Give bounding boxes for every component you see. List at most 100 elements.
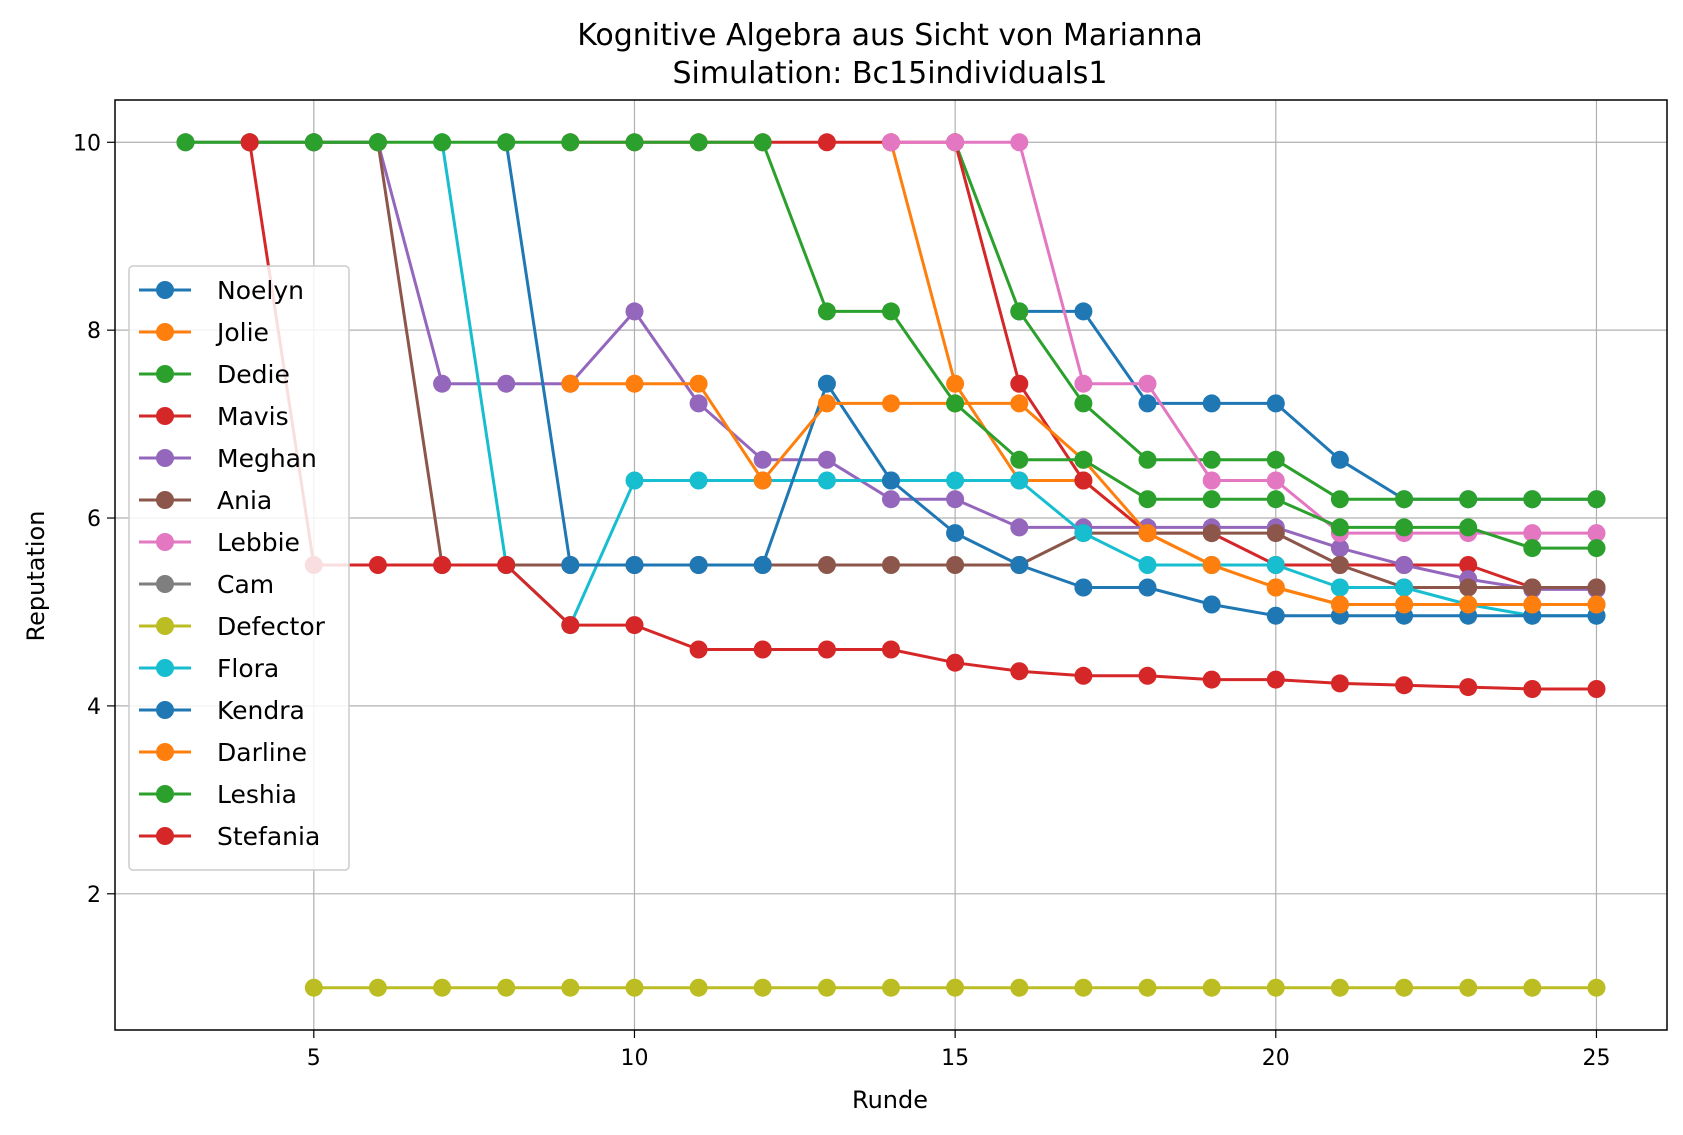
data-point-kendra: [817, 374, 836, 393]
data-point-meghan: [1010, 518, 1029, 537]
data-point-dedie: [1010, 302, 1029, 321]
data-point-ania: [1330, 556, 1349, 574]
data-point-kendra: [1074, 578, 1093, 597]
series-line-noelyn: [1019, 309, 1597, 501]
series-line-darline: [570, 382, 1597, 606]
data-point-defector: [1523, 978, 1542, 997]
series-stefania: [240, 133, 1606, 698]
series-line-stefania: [248, 142, 1597, 691]
data-point-darline: [1587, 595, 1606, 614]
data-point-defector: [1459, 978, 1478, 997]
data-point-flora: [817, 471, 836, 490]
data-point-darline: [1523, 595, 1542, 614]
legend-swatch-marker: [156, 281, 174, 299]
x-tick-label: 5: [307, 1046, 321, 1071]
legend-item-jolie: Jolie: [139, 318, 269, 347]
legend-label: Jolie: [215, 318, 269, 347]
data-point-stefania: [625, 616, 644, 635]
data-point-flora: [946, 471, 965, 490]
data-point-mavis: [1459, 556, 1478, 574]
legend-label: Kendra: [217, 696, 305, 725]
data-point-stefania: [689, 640, 708, 659]
data-point-defector: [753, 978, 772, 997]
data-point-defector: [817, 978, 836, 997]
data-point-lebbie: [1010, 133, 1029, 152]
data-point-defector: [433, 978, 452, 997]
data-point-leshia: [433, 133, 452, 152]
data-point-defector: [561, 978, 580, 997]
data-point-stefania: [1202, 670, 1221, 689]
y-tick-label: 4: [87, 695, 101, 720]
legend-item-leshia: Leshia: [139, 780, 297, 809]
data-point-lebbie: [1523, 524, 1542, 543]
data-point-meghan: [1395, 556, 1414, 574]
data-point-stefania: [240, 133, 259, 152]
data-point-kendra: [561, 556, 580, 574]
data-point-leshia: [689, 133, 708, 152]
data-point-noelyn: [1266, 394, 1285, 413]
legend-item-meghan: Meghan: [139, 444, 317, 473]
data-point-noelyn: [1202, 394, 1221, 413]
data-point-lebbie: [882, 133, 900, 152]
data-point-defector: [1395, 978, 1414, 997]
data-point-meghan: [497, 374, 516, 393]
data-point-kendra: [1202, 595, 1221, 614]
data-point-mavis: [817, 133, 836, 152]
data-point-stefania: [946, 653, 965, 672]
data-point-defector: [304, 978, 323, 997]
data-point-leshia: [1266, 490, 1285, 509]
legend-item-dedie: Dedie: [139, 360, 290, 389]
data-point-darline: [882, 394, 900, 413]
data-point-darline: [1202, 556, 1221, 574]
data-point-leshia: [882, 302, 900, 321]
data-point-ania: [946, 556, 965, 574]
legend-label: Lebbie: [217, 528, 300, 557]
data-point-dedie: [1330, 490, 1349, 509]
legend-label: Ania: [217, 486, 272, 515]
legend-item-cam: Cam: [139, 570, 274, 599]
data-point-darline: [1010, 394, 1029, 413]
data-point-ania: [1459, 578, 1478, 597]
series-kendra: [497, 133, 1606, 625]
data-point-ania: [1202, 524, 1221, 543]
legend-swatch-marker: [156, 407, 174, 425]
legend-label: Noelyn: [217, 276, 304, 305]
data-point-darline: [625, 374, 644, 393]
data-point-jolie: [946, 374, 965, 393]
grid: [115, 100, 1667, 1030]
series-defector: [304, 978, 1606, 997]
series-line-lebbie: [891, 140, 1597, 535]
data-point-kendra: [882, 471, 900, 490]
data-point-flora: [1330, 578, 1349, 597]
data-point-mavis: [1010, 374, 1029, 393]
data-point-stefania: [817, 640, 836, 659]
legend-swatch-marker: [156, 449, 174, 467]
chart-title: Kognitive Algebra aus Sicht von Marianna: [577, 18, 1203, 53]
data-point-darline: [1266, 578, 1285, 597]
legend-label: Flora: [217, 654, 279, 683]
data-point-stefania: [497, 556, 516, 574]
data-point-ania: [817, 556, 836, 574]
legend-label: Meghan: [217, 444, 317, 473]
data-point-flora: [1138, 556, 1157, 574]
data-point-darline: [1138, 524, 1157, 543]
y-tick-label: 10: [73, 131, 101, 156]
series-lines: [176, 133, 1606, 997]
data-point-leshia: [368, 133, 387, 152]
data-point-dedie: [1074, 394, 1093, 413]
legend-swatch-marker: [156, 743, 174, 761]
legend-swatch-marker: [156, 533, 174, 551]
data-point-darline: [1395, 595, 1414, 614]
data-point-dedie: [1266, 450, 1285, 469]
data-point-dedie: [1459, 490, 1478, 509]
data-point-stefania: [1459, 678, 1478, 697]
y-tick-label: 8: [87, 319, 101, 344]
data-point-meghan: [689, 394, 708, 413]
data-point-leshia: [1395, 518, 1414, 537]
series-leshia: [176, 133, 1606, 558]
data-point-kendra: [946, 524, 965, 543]
data-point-ania: [1587, 578, 1606, 597]
data-point-defector: [1202, 978, 1221, 997]
